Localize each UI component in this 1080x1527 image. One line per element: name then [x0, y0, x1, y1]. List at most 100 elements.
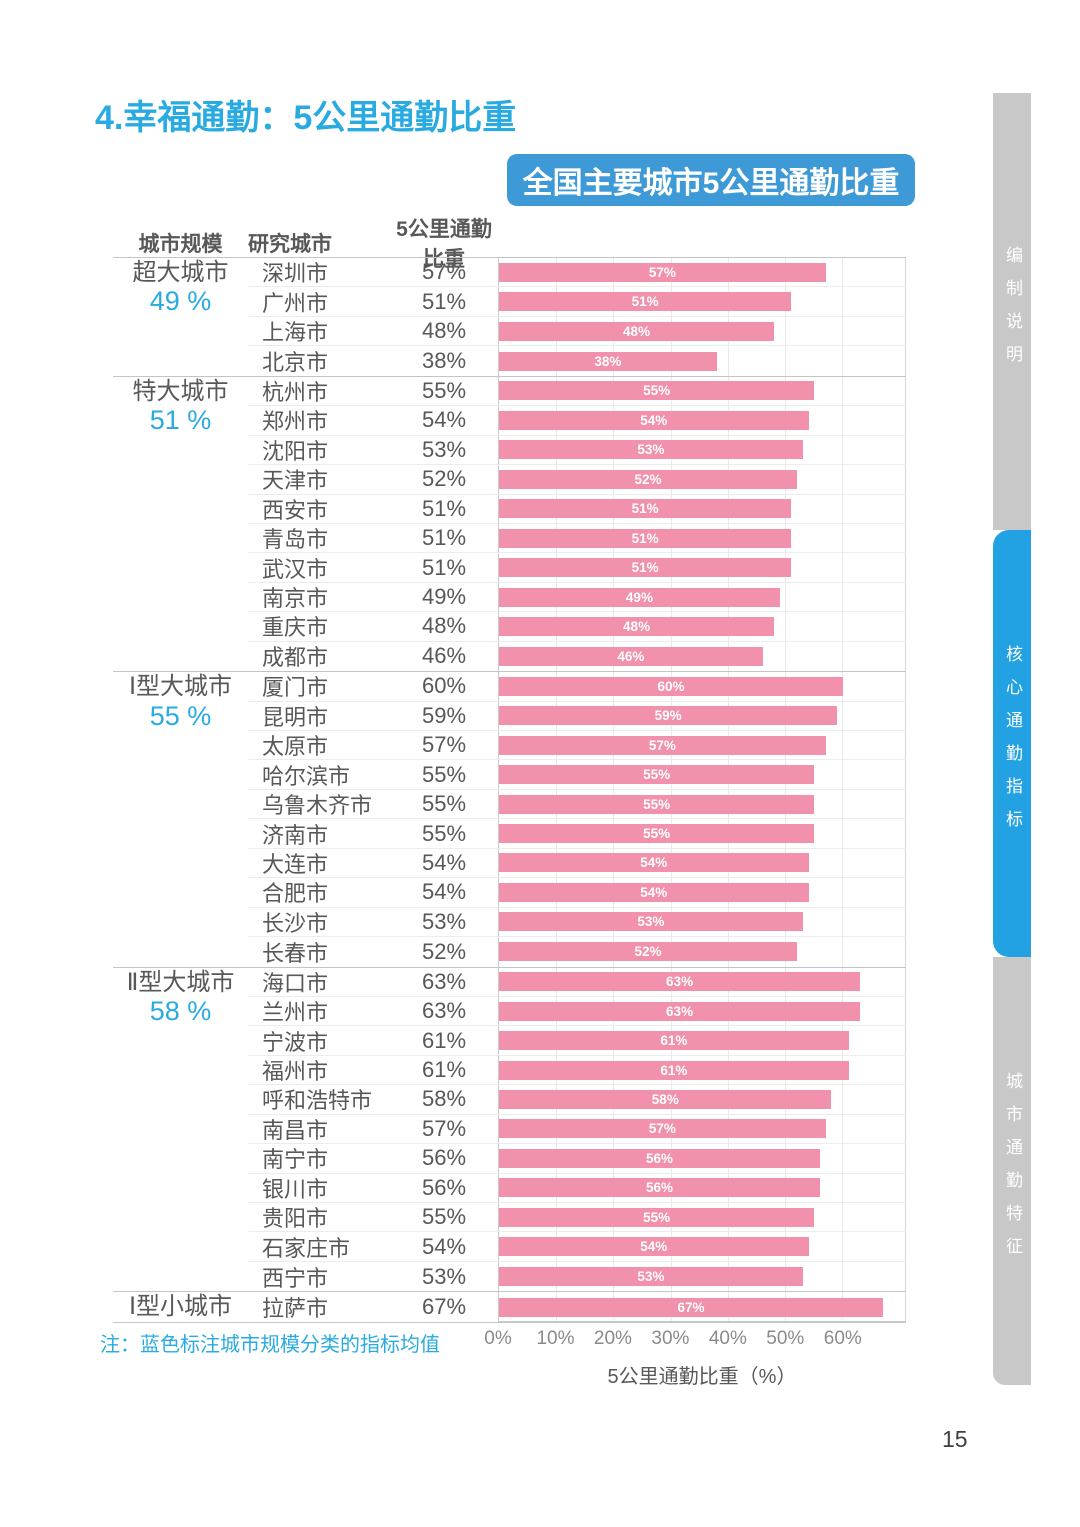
bar-cell: 52% — [497, 942, 906, 962]
axis-tick-label: 20% — [593, 1328, 632, 1349]
city-name: 天津市 — [262, 468, 329, 494]
city-name: 昆明市 — [262, 704, 329, 730]
city-name: 合肥市 — [262, 881, 329, 907]
table-row: 武汉市 51% 51% — [248, 553, 906, 583]
sidebar-item-compilation-notes: 编制说明 — [993, 93, 1031, 530]
commute-share-value: 55% — [421, 820, 467, 846]
value-bar: 58% — [499, 1089, 832, 1109]
table-row: 石家庄市 54% 54% — [248, 1232, 906, 1262]
bar-cell: 59% — [497, 706, 906, 726]
bar-value-label: 46% — [617, 648, 645, 664]
sidebar-item-label: 编制说明 — [1003, 245, 1022, 378]
city-name: 武汉市 — [262, 556, 329, 582]
bar-cell: 54% — [497, 882, 906, 902]
bar-value-label: 51% — [631, 530, 659, 546]
commute-share-value: 57% — [421, 732, 467, 758]
city-scale-label: 超大城市 — [132, 259, 229, 286]
bar-cell: 51% — [497, 499, 906, 519]
table-row: 南宁市 56% 56% — [248, 1144, 906, 1174]
city-name: 北京市 — [262, 350, 329, 376]
bar-cell: 55% — [497, 824, 906, 844]
table-row: 西安市 51% 51% — [248, 495, 906, 524]
city-scale-group: Ⅰ型小城市 拉萨市 67% 67% — [113, 1291, 906, 1323]
header-study-city: 研究城市 — [248, 233, 332, 256]
commute-share-value: 53% — [421, 436, 467, 462]
bar-cell: 53% — [497, 440, 906, 460]
table-row: 宁波市 61% 61% — [248, 1026, 906, 1056]
city-scale-group: Ⅱ型大城市 58 % 海口市 63% 63% 兰州市 63% 63% 宁波市 61% 61% 福州市 6… — [113, 966, 906, 1292]
city-name: 兰州市 — [262, 1000, 329, 1026]
bar-cell: 61% — [497, 1060, 906, 1080]
table-row: 海口市 63% 63% — [248, 968, 906, 997]
axis-tick-label: 40% — [708, 1328, 747, 1349]
value-bar: 48% — [499, 321, 775, 341]
sidebar-item-label: 城市通勤特征 — [1003, 1072, 1022, 1270]
bar-value-label: 56% — [645, 1180, 674, 1196]
sidebar-item-core-commuting-indicators: 核心通勤指标 — [993, 530, 1031, 957]
value-bar: 61% — [499, 1031, 849, 1051]
table-row: 天津市 52% 52% — [248, 465, 906, 495]
city-scale-cell: 超大城市 49 % — [113, 258, 248, 376]
value-bar: 55% — [499, 824, 815, 844]
city-name: 厦门市 — [262, 675, 329, 701]
city-rows: 海口市 63% 63% 兰州市 63% 63% 宁波市 61% 61% 福州市 61% 61% 呼和浩特… — [248, 968, 906, 1292]
commute-share-value: 55% — [421, 377, 467, 403]
commute-share-value: 52% — [421, 466, 467, 492]
commute-share-value: 53% — [421, 1263, 467, 1289]
bar-value-label: 38% — [594, 353, 622, 369]
city-name: 深圳市 — [262, 261, 329, 287]
table-row: 济南市 55% 55% — [248, 819, 906, 849]
commute-share-value: 59% — [421, 702, 467, 728]
bar-value-label: 55% — [643, 796, 671, 812]
commute-share-value: 54% — [421, 849, 467, 875]
bar-cell: 53% — [497, 912, 906, 932]
value-bar: 52% — [499, 942, 798, 962]
city-rows: 拉萨市 67% 67% — [248, 1292, 906, 1321]
bar-value-label: 53% — [637, 442, 665, 458]
city-name: 成都市 — [262, 645, 329, 671]
city-name: 长春市 — [262, 940, 329, 966]
commute-share-value: 55% — [421, 1204, 467, 1230]
table-row: 合肥市 54% 54% — [248, 878, 906, 908]
commute-share-value: 49% — [421, 584, 467, 610]
bar-value-label: 54% — [640, 1239, 668, 1255]
commute-share-value: 54% — [421, 407, 467, 433]
bar-cell: 56% — [497, 1148, 906, 1168]
x-axis: 0% 10% 20% 30% 40% 50% 60% — [484, 1328, 906, 1354]
commute-share-value: 61% — [421, 1057, 467, 1083]
city-name: 沈阳市 — [262, 438, 329, 464]
value-bar: 67% — [499, 1297, 884, 1317]
bar-cell: 60% — [497, 676, 906, 696]
bar-cell: 56% — [497, 1178, 906, 1198]
table-row: 贵阳市 55% 55% — [248, 1203, 906, 1233]
table-row: 重庆市 48% 48% — [248, 612, 906, 642]
bar-value-label: 53% — [637, 1269, 665, 1285]
section-sidebar: 编制说明 核心通勤指标 城市通勤特征 — [993, 93, 1031, 1385]
value-bar: 48% — [499, 616, 775, 636]
bar-cell: 67% — [497, 1297, 906, 1317]
bar-value-label: 51% — [631, 294, 659, 310]
bar-value-label: 57% — [648, 264, 676, 280]
city-scale-label: Ⅰ型大城市 — [128, 673, 233, 701]
axis-tick-label: 0% — [484, 1328, 512, 1349]
value-bar: 51% — [499, 499, 792, 519]
table-row: 南昌市 57% 57% — [248, 1115, 906, 1145]
page-title: 4.幸福通勤：5公里通勤比重 — [95, 99, 517, 137]
value-bar: 56% — [499, 1178, 820, 1198]
bar-cell: 63% — [497, 972, 906, 992]
city-scale-label: Ⅱ型大城市 — [126, 968, 235, 996]
value-bar: 51% — [499, 528, 792, 548]
city-scale-group: Ⅰ型大城市 55 % 厦门市 60% 60% 昆明市 59% 59% 太原市 57% 57% 哈尔滨市… — [113, 671, 906, 966]
commute-share-value: 48% — [421, 318, 467, 344]
commute-share-value: 57% — [421, 1115, 467, 1141]
city-scale-label: 特大城市 — [132, 377, 229, 405]
bar-cell: 57% — [497, 262, 906, 282]
table-row: 银川市 56% 56% — [248, 1174, 906, 1203]
table-row: 成都市 46% 46% — [248, 642, 906, 671]
scale-average-value: 55 % — [149, 700, 212, 731]
value-bar: 55% — [499, 765, 815, 785]
value-bar: 53% — [499, 1267, 803, 1287]
bar-value-label: 57% — [648, 737, 676, 753]
city-name: 西宁市 — [262, 1265, 329, 1291]
city-name: 南京市 — [262, 586, 329, 612]
